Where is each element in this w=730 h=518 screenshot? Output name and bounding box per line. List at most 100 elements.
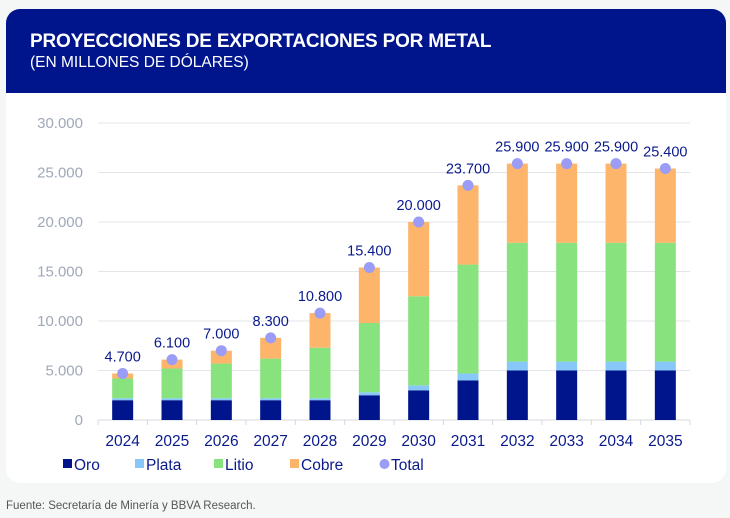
total-data-label: 20.000 — [396, 198, 440, 214]
x-tick-label: 2031 — [451, 433, 485, 450]
total-data-label: 4.700 — [105, 349, 141, 365]
bar-segment-cobre — [358, 267, 380, 323]
bar-segment-cobre — [260, 337, 282, 359]
bar-segment-litio — [210, 363, 232, 399]
chart-header: PROYECCIONES DE EXPORTACIONES POR METAL … — [6, 9, 726, 93]
total-marker — [363, 262, 375, 274]
bar-segment-plata — [654, 361, 676, 371]
total-marker — [462, 179, 474, 191]
total-data-label: 25.900 — [594, 140, 638, 156]
bar-segment-cobre — [457, 185, 479, 265]
total-marker — [314, 307, 326, 319]
bar-segment-litio — [260, 358, 282, 399]
legend-swatch-plata — [135, 459, 144, 468]
bar-segment-cobre — [210, 350, 232, 364]
legend-label-litio: Litio — [225, 457, 253, 474]
chart-title: PROYECCIONES DE EXPORTACIONES POR METAL — [30, 31, 492, 52]
bar-segment-litio — [112, 378, 134, 399]
bar-segment-oro — [506, 370, 528, 420]
x-tick-label: 2027 — [253, 433, 287, 450]
total-data-label: 25.900 — [495, 140, 539, 156]
total-data-label: 25.400 — [643, 145, 687, 161]
chart-subtitle: (EN MILLONES DE DÓLARES) — [30, 54, 249, 71]
bar-segment-cobre — [506, 163, 528, 243]
x-tick-label: 2034 — [599, 433, 634, 450]
total-marker — [166, 354, 178, 366]
bar-segment-oro — [457, 380, 479, 420]
bar-segment-plata — [260, 398, 282, 401]
bar-segment-litio — [506, 242, 528, 362]
bar-segment-plata — [408, 385, 430, 391]
bar-segment-oro — [161, 400, 183, 420]
bar-segment-oro — [260, 400, 282, 420]
bar-segment-plata — [210, 398, 232, 401]
total-data-label: 6.100 — [154, 336, 190, 352]
source-note: Fuente: Secretaría de Minería y BBVA Res… — [6, 500, 256, 512]
bar-segment-oro — [309, 400, 331, 420]
bar-segment-plata — [605, 361, 627, 371]
bar-segment-plata — [309, 398, 331, 401]
bar-segment-oro — [408, 390, 430, 420]
bar-segment-litio — [556, 242, 578, 362]
total-data-label: 23.700 — [446, 161, 490, 177]
x-tick-label: 2030 — [401, 433, 436, 450]
y-tick-label: 5.000 — [45, 363, 83, 380]
y-tick-label: 30.000 — [37, 115, 83, 132]
total-marker — [117, 367, 129, 379]
legend-label-total: Total — [391, 457, 424, 474]
legend-swatch-cobre — [290, 459, 299, 468]
x-tick-label: 2035 — [648, 433, 682, 450]
bar-segment-cobre — [408, 222, 430, 297]
legend-swatch-total — [379, 459, 390, 469]
bar-segment-plata — [457, 373, 479, 381]
x-tick-label: 2029 — [352, 433, 386, 450]
bar-segment-litio — [408, 296, 430, 386]
bar-segment-cobre — [556, 163, 578, 243]
bar-segment-cobre — [605, 163, 627, 243]
bar-segment-plata — [112, 398, 134, 401]
bar-segment-oro — [358, 395, 380, 420]
bar-segment-plata — [556, 361, 578, 371]
x-tick-label: 2026 — [204, 433, 238, 450]
x-tick-label: 2028 — [303, 433, 337, 450]
bar-segment-plata — [161, 398, 183, 401]
bar-segment-litio — [358, 322, 380, 393]
legend-label-plata: Plata — [146, 457, 182, 474]
bar-segment-litio — [457, 264, 479, 374]
x-tick-label: 2025 — [155, 433, 189, 450]
legend-label-cobre: Cobre — [301, 457, 343, 474]
legend-label-oro: Oro — [74, 457, 100, 474]
total-marker — [610, 158, 622, 170]
bar-segment-litio — [309, 347, 331, 399]
x-tick-label: 2032 — [500, 433, 534, 450]
x-tick-label: 2033 — [549, 433, 583, 450]
bar-segment-oro — [112, 400, 134, 420]
total-data-label: 10.800 — [298, 289, 342, 305]
bar-segment-oro — [556, 370, 578, 420]
total-marker — [659, 163, 671, 175]
bar-segment-oro — [654, 370, 676, 420]
x-tick-label: 2024 — [105, 433, 140, 450]
bar-segment-litio — [654, 242, 676, 362]
bar-segment-oro — [605, 370, 627, 420]
bar-segment-litio — [605, 242, 627, 362]
legend-swatch-oro — [63, 459, 72, 468]
bar-segment-litio — [161, 368, 183, 399]
total-marker — [265, 332, 277, 344]
legend-swatch-litio — [214, 459, 223, 468]
total-marker — [413, 216, 425, 228]
bar-segment-plata — [506, 361, 528, 371]
bar-segment-cobre — [309, 313, 331, 348]
bar-segment-oro — [210, 400, 232, 420]
total-marker — [215, 345, 227, 357]
total-marker — [511, 158, 523, 170]
y-tick-label: 0 — [75, 412, 83, 429]
total-data-label: 8.300 — [253, 314, 289, 330]
y-tick-label: 25.000 — [37, 165, 83, 182]
y-tick-label: 10.000 — [37, 313, 83, 330]
bar-segment-plata — [358, 392, 380, 396]
total-marker — [561, 158, 573, 170]
y-tick-label: 20.000 — [37, 214, 83, 231]
total-data-label: 7.000 — [203, 327, 239, 343]
